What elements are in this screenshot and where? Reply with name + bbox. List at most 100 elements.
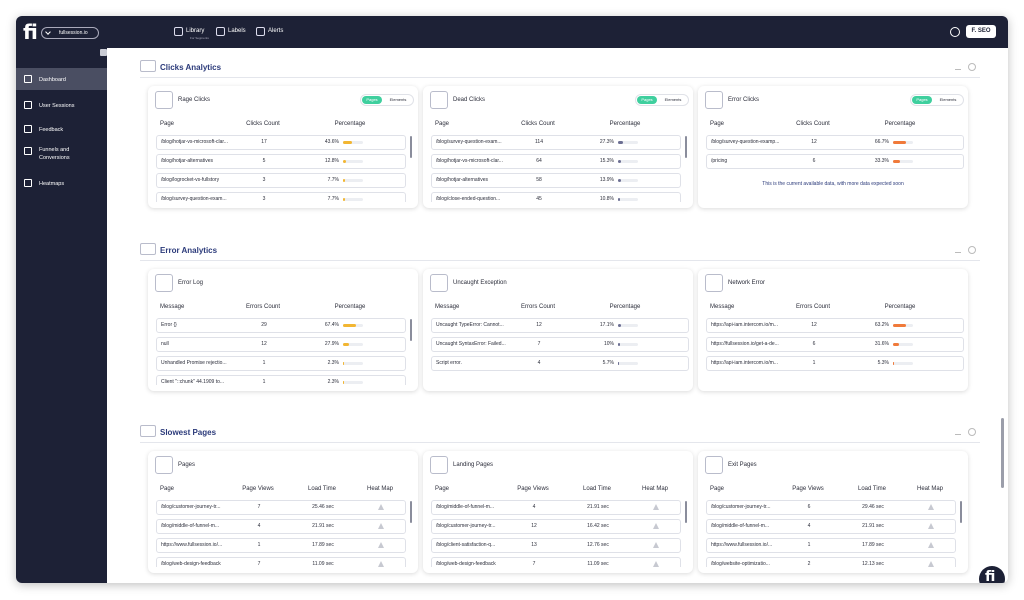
section-icon xyxy=(140,243,156,255)
heatmap-icon[interactable] xyxy=(378,523,384,529)
toggle-option[interactable]: Elements xyxy=(664,97,682,102)
heatmap-icon[interactable] xyxy=(928,523,934,529)
table-row: /blog/customer-journey-tr... 12 16.42 sec xyxy=(431,519,681,534)
column-header: Page xyxy=(435,121,450,127)
heatmap-icon[interactable] xyxy=(378,561,384,567)
refresh-button[interactable] xyxy=(968,63,976,71)
percentage-text: 33.3% xyxy=(874,158,889,164)
download-button[interactable] xyxy=(955,428,961,435)
card-icon xyxy=(155,91,173,109)
column-header: Load Time xyxy=(857,486,887,492)
section-title: Slowest Pages xyxy=(160,428,217,437)
help-button[interactable] xyxy=(979,566,1005,583)
sidebar-label: Dashboard xyxy=(39,77,66,83)
heatmap-icon[interactable] xyxy=(378,542,384,548)
toggle-option-active[interactable]: Pages xyxy=(912,96,932,104)
percentage-bar xyxy=(618,343,620,346)
column-header: Page xyxy=(710,486,725,492)
cell-label: /blog/hotjar-alternatives xyxy=(436,177,488,183)
heatmap-icon[interactable] xyxy=(928,504,934,510)
download-button[interactable] xyxy=(955,246,961,253)
rows: /blog/middle-of-funnel-m... 4 21.91 sec/bl… xyxy=(423,497,693,567)
cell-value: 2 xyxy=(807,561,811,567)
nav-item[interactable]: Alerts xyxy=(256,24,294,42)
cell-label: Uncaught TypeError: Cannot... xyxy=(436,322,504,328)
heatmap-icon[interactable] xyxy=(653,504,659,510)
sidebar-icon xyxy=(24,75,32,83)
cell-label: null xyxy=(161,341,169,347)
sidebar-item[interactable]: Heatmaps xyxy=(16,172,107,194)
bar-track xyxy=(618,141,638,144)
toggle: Pages Elements xyxy=(910,94,964,106)
sidebar-item[interactable]: Funnels and Conversions xyxy=(16,142,107,170)
cell-label: https://api-iam.intercom.io/m... xyxy=(711,322,778,328)
bar-track xyxy=(893,160,913,163)
heatmap-icon[interactable] xyxy=(653,561,659,567)
refresh-button[interactable] xyxy=(968,428,976,436)
site-dropdown[interactable]: fullsession.io xyxy=(41,27,99,39)
info-icon[interactable] xyxy=(950,27,960,37)
table-row: https://fullsession.io/get-a-de... 6 31.6% xyxy=(706,337,964,352)
sidebar-item[interactable]: User Sessions xyxy=(16,94,107,116)
column-header: Page xyxy=(160,486,175,492)
nav-item[interactable]: Labels xyxy=(216,24,254,42)
site-name: fullsession.io xyxy=(59,30,88,36)
section-divider xyxy=(140,442,980,443)
section-divider xyxy=(140,260,980,261)
table-row: Uncaught TypeError: Cannot... 12 17.1% xyxy=(431,318,689,333)
cell-value: 29.46 sec xyxy=(862,504,884,510)
bar-track xyxy=(343,198,363,201)
table-row: /blog/survey-question-exam... 114 27.3% xyxy=(431,135,681,150)
sidebar-icon xyxy=(24,147,32,155)
cell-value: 12 xyxy=(811,322,817,328)
percentage-text: 27.9% xyxy=(324,341,339,347)
heatmap-icon[interactable] xyxy=(928,542,934,548)
cell-value: 12 xyxy=(536,322,542,328)
toggle-option-active[interactable]: Pages xyxy=(362,96,382,104)
toggle-option[interactable]: Elements xyxy=(939,97,957,102)
table-row: /blog/hotjar-alternatives 5 12.8% xyxy=(156,154,406,169)
toggle-option-active[interactable]: Pages xyxy=(637,96,657,104)
heatmap-icon[interactable] xyxy=(653,523,659,529)
nav-item[interactable]: Library For Segments xyxy=(174,24,212,42)
toggle-option[interactable]: Elements xyxy=(389,97,407,102)
scrollbar xyxy=(685,136,687,158)
collapse-button[interactable] xyxy=(100,49,107,56)
download-button[interactable] xyxy=(955,63,961,70)
nav-label: Labels xyxy=(228,28,246,34)
page-scrollbar xyxy=(1001,418,1004,488)
cell-value: 1 xyxy=(812,360,816,366)
column-header: Message xyxy=(435,304,460,310)
cell-value: 3 xyxy=(262,177,266,183)
section-title: Clicks Analytics xyxy=(160,63,222,72)
sidebar-item[interactable]: Dashboard xyxy=(16,68,107,90)
rows: https://api-iam.intercom.io/m... 12 63.2% h… xyxy=(698,315,968,385)
percentage-text: 7.7% xyxy=(327,177,339,183)
cell-label: /blog/hotjar-vs-microsoft-clar... xyxy=(161,139,228,145)
cell-value: 114 xyxy=(535,139,543,145)
heatmap-icon[interactable] xyxy=(378,504,384,510)
sidebar-item[interactable]: Feedback xyxy=(16,118,107,140)
heatmap-icon[interactable] xyxy=(653,542,659,548)
percentage-bar xyxy=(618,179,621,182)
table-row: https://www.fullsession.io/... 1 17.89 sec xyxy=(706,538,956,553)
cell-label: /blog/web-design-feedback xyxy=(436,561,496,567)
column-header: Percentage xyxy=(334,121,366,127)
bar-track xyxy=(893,343,913,346)
cell-value: 64 xyxy=(536,158,542,164)
column-header: Page Views xyxy=(517,486,549,492)
card-title: Exit Pages xyxy=(728,462,757,468)
percentage-text: 67.4% xyxy=(324,322,339,328)
percentage-bar xyxy=(618,198,621,201)
card: Rage Clicks Pages Elements Page Clicks Count… xyxy=(148,86,418,208)
user-button[interactable]: F. SEO xyxy=(966,25,996,38)
sidebar-label: Heatmaps xyxy=(39,181,65,187)
cell-label: /blog/survey-question-exam... xyxy=(436,139,502,145)
percentage-bar xyxy=(343,198,345,201)
heatmap-icon[interactable] xyxy=(928,561,934,567)
cell-value: 17.89 sec xyxy=(862,542,884,548)
card-icon xyxy=(705,91,723,109)
refresh-button[interactable] xyxy=(968,246,976,254)
column-header: Heat Map xyxy=(916,486,943,492)
